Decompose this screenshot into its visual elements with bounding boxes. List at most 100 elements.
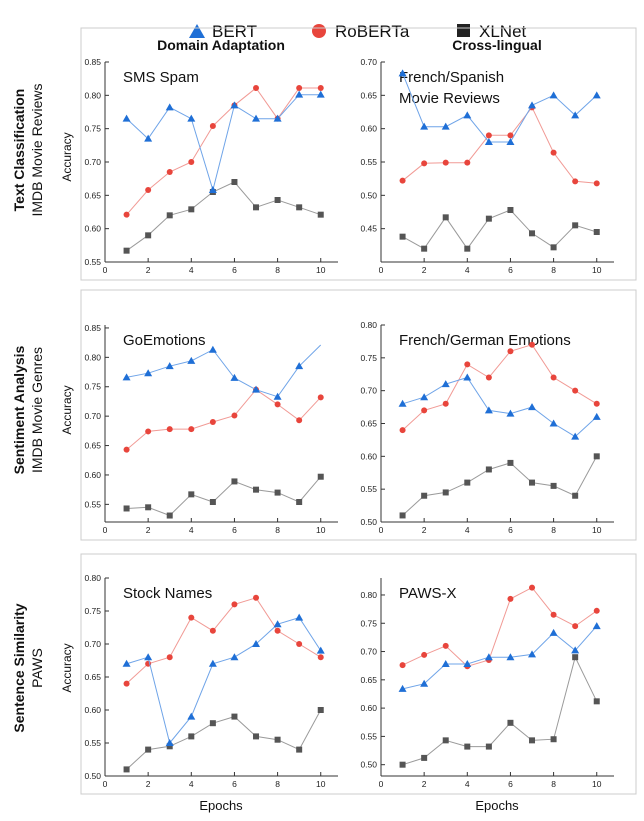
x-tick-label: 0	[103, 779, 108, 789]
data-point-xlnet	[123, 505, 130, 512]
data-point-roberta	[317, 85, 324, 91]
data-point-bert	[252, 640, 261, 647]
x-tick-label: 4	[189, 265, 194, 275]
chart-panel-6: 0.50 0.55 0.60 0.65 0.70 0.75 0.80 0 2 4 6 8 10 PAWS-…	[360, 578, 614, 789]
data-point-bert	[549, 91, 558, 99]
data-point-bert	[230, 101, 239, 109]
data-point-xlnet	[166, 212, 173, 219]
data-point-bert	[592, 91, 601, 99]
data-point-roberta	[188, 159, 195, 165]
data-point-bert	[441, 380, 450, 388]
data-point-xlnet	[529, 230, 536, 237]
data-point-bert	[506, 653, 515, 661]
data-point-roberta	[550, 611, 557, 618]
y-tick-label: 0.55	[84, 738, 101, 748]
panel-title: SMS Spam	[123, 69, 199, 86]
data-point-bert	[122, 114, 131, 122]
data-point-roberta	[317, 394, 324, 401]
data-point-roberta	[253, 85, 260, 91]
y-tick-label: 0.55	[360, 484, 377, 494]
x-tick-label: 4	[189, 779, 194, 789]
data-point-bert	[528, 101, 537, 109]
data-point-xlnet	[253, 486, 260, 493]
data-point-xlnet	[421, 492, 428, 499]
data-point-roberta	[296, 85, 303, 91]
y-tick-label: 0.70	[84, 639, 101, 649]
data-point-xlnet	[507, 719, 514, 726]
x-tick-label: 2	[146, 525, 151, 535]
legend-label-roberta: RoBERTa	[335, 22, 410, 41]
data-point-roberta	[507, 595, 514, 602]
data-point-xlnet	[399, 512, 406, 519]
data-point-xlnet	[593, 453, 600, 460]
data-point-bert	[122, 659, 131, 667]
data-point-roberta	[166, 426, 173, 433]
x-tick-label: 0	[379, 265, 384, 275]
data-point-roberta	[209, 627, 216, 634]
data-point-roberta	[123, 211, 130, 218]
data-point-bert	[441, 659, 450, 667]
data-point-bert	[295, 90, 304, 98]
x-tick-label: 4	[465, 779, 470, 789]
data-point-xlnet	[296, 204, 303, 211]
data-point-xlnet	[253, 204, 260, 211]
data-point-bert	[571, 432, 580, 440]
data-point-bert	[420, 679, 429, 687]
data-point-bert	[506, 138, 515, 145]
data-point-xlnet	[274, 736, 281, 743]
series-line-bert	[402, 625, 598, 690]
row-frame-2	[80, 289, 637, 541]
legend-label-xlnet: XLNet	[479, 22, 527, 41]
chart-panel-5: 0.50 0.55 0.60 0.65 0.70 0.75 0.80 0 2 4 6 8 10 Stock…	[84, 573, 338, 789]
data-point-xlnet	[507, 459, 514, 466]
x-tick-label: 8	[275, 525, 280, 535]
data-point-xlnet	[529, 479, 536, 486]
data-point-bert	[398, 399, 407, 407]
row-frames	[80, 27, 637, 795]
y-tick-label: 0.65	[360, 90, 377, 100]
data-point-roberta	[123, 446, 130, 453]
data-point-roberta	[145, 428, 152, 435]
data-point-roberta	[421, 160, 428, 167]
data-point-xlnet	[421, 245, 428, 252]
data-point-bert	[420, 393, 429, 401]
data-point-xlnet	[145, 232, 152, 239]
panel-title: Stock Names	[123, 585, 212, 602]
y-tick-label: 0.65	[360, 675, 377, 685]
data-point-bert	[484, 406, 493, 414]
data-point-roberta	[572, 387, 579, 394]
data-point-roberta	[296, 641, 303, 647]
data-point-roberta	[317, 654, 324, 661]
data-point-bert	[420, 122, 429, 130]
data-point-xlnet	[166, 743, 173, 750]
series-line-xlnet	[402, 655, 598, 766]
column-title-cross-lingual: Cross-lingual	[452, 37, 541, 53]
panel-title: PAWS-X	[399, 585, 457, 602]
x-tick-label: 10	[316, 265, 326, 275]
data-point-bert	[165, 739, 174, 746]
data-point-roberta	[296, 417, 303, 424]
x-tick-label: 6	[232, 779, 237, 789]
data-point-roberta	[442, 159, 449, 166]
data-point-bert	[165, 103, 174, 111]
data-point-bert	[463, 659, 472, 667]
data-point-bert	[398, 69, 407, 77]
data-point-roberta	[123, 680, 130, 687]
x-tick-label: 6	[508, 525, 513, 535]
data-point-xlnet	[209, 720, 216, 727]
data-point-bert	[144, 653, 153, 661]
legend: BERT RoBERTa XLNet	[189, 22, 527, 41]
data-point-roberta	[166, 169, 173, 175]
data-point-bert	[230, 373, 239, 381]
row-label-2-bold: Sentiment Analysis	[11, 345, 27, 474]
y-tick-label: 0.65	[84, 441, 101, 451]
data-point-bert	[549, 419, 558, 427]
data-point-bert	[295, 613, 304, 621]
y-tick-label: 0.80	[360, 320, 377, 330]
y-tick-label: 0.50	[360, 190, 377, 200]
row-frame-3	[80, 553, 637, 795]
y-tick-label: 0.50	[84, 771, 101, 781]
y-tick-label: 0.80	[84, 90, 101, 100]
row-label-1-bold: Text Classification	[11, 89, 27, 212]
